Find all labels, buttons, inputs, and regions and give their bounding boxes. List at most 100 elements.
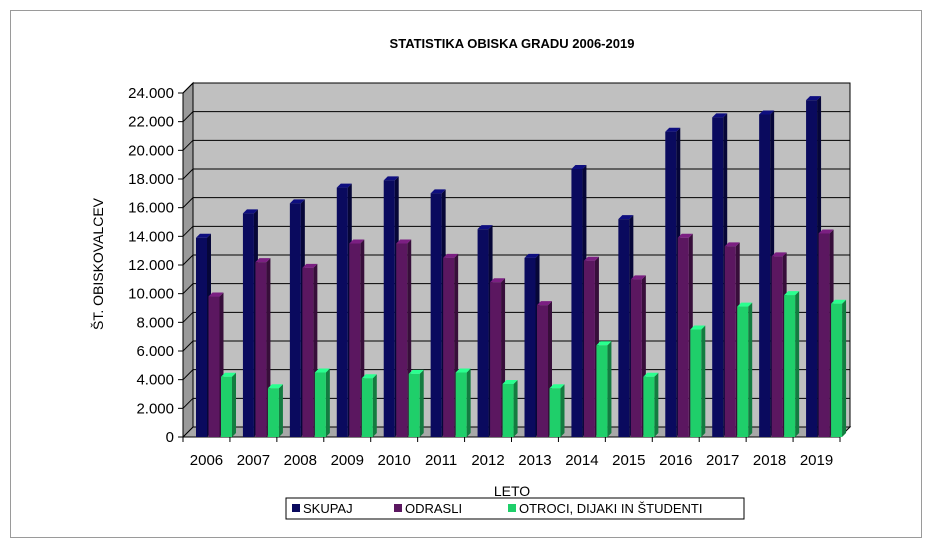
bar-side xyxy=(278,384,283,437)
bar-top xyxy=(583,256,599,261)
bar-top xyxy=(771,252,787,257)
gridline xyxy=(182,82,850,94)
bar-front xyxy=(690,329,702,437)
bar xyxy=(408,369,424,437)
x-tick-label: 2007 xyxy=(237,452,270,469)
x-tick-label: 2011 xyxy=(425,452,457,469)
bar-front xyxy=(408,373,420,437)
legend: SKUPAJ ODRASLI OTROCI, DIJAKI IN ŠTUDENTI xyxy=(285,497,745,520)
x-tick-label: 2015 xyxy=(612,452,645,469)
bar-front xyxy=(630,279,642,437)
gridline xyxy=(182,197,850,209)
y-tick-label: 4.000 xyxy=(136,372,174,389)
bar-top xyxy=(759,110,775,115)
bar-front xyxy=(430,193,442,437)
bar-front xyxy=(302,267,314,437)
bar-front xyxy=(643,376,655,437)
bar xyxy=(361,374,377,437)
bar-front xyxy=(361,378,373,437)
x-tick-label: 2010 xyxy=(377,452,410,469)
bar-front xyxy=(712,117,724,437)
bar xyxy=(267,384,283,437)
bar-side xyxy=(795,291,800,437)
bar-top xyxy=(242,209,258,214)
bar-front xyxy=(665,131,677,437)
bar-front xyxy=(818,233,830,437)
bar-top xyxy=(618,215,634,220)
y-axis-ticks: 0 2.000 4.000 6.000 8.000 10.000 12.000 14.000 1… xyxy=(128,85,183,446)
legend-swatch xyxy=(292,504,300,512)
bar-top xyxy=(455,368,471,373)
bar xyxy=(784,291,800,437)
y-tick-label: 12.000 xyxy=(128,257,174,274)
bar-side xyxy=(607,341,612,437)
bar-top xyxy=(255,258,271,263)
bar-top xyxy=(643,372,659,377)
bar-top xyxy=(784,291,800,296)
bar-top xyxy=(596,341,612,346)
bar-top xyxy=(477,225,493,230)
bar xyxy=(502,379,518,437)
bar-top xyxy=(336,183,352,188)
bar-front xyxy=(477,229,489,437)
bar-top xyxy=(537,301,552,306)
bar-front xyxy=(336,187,348,437)
bar xyxy=(221,372,236,437)
bar-side xyxy=(419,369,424,437)
bar-top xyxy=(806,96,822,101)
bar xyxy=(831,299,847,437)
bar-top xyxy=(818,229,834,234)
bar xyxy=(643,372,659,437)
bar xyxy=(596,341,612,437)
bar-top xyxy=(549,384,565,389)
bar-top xyxy=(712,113,728,118)
x-tick-label: 2013 xyxy=(518,452,551,469)
y-tick-label: 6.000 xyxy=(136,343,174,360)
y-tick-label: 10.000 xyxy=(128,286,174,303)
legend-swatch xyxy=(394,504,402,512)
bar-top xyxy=(630,275,646,280)
x-tick-label: 2006 xyxy=(190,452,223,469)
bar-top xyxy=(302,263,318,268)
bar-side xyxy=(748,302,753,437)
bar-top xyxy=(665,127,681,132)
bar-top xyxy=(267,384,283,389)
bar-top xyxy=(724,242,740,247)
bar-top xyxy=(361,374,377,379)
bar-top xyxy=(737,302,753,307)
legend-label: SKUPAJ xyxy=(303,501,353,516)
y-tick-label: 0 xyxy=(166,429,174,446)
bar-front xyxy=(537,305,548,437)
bar-top xyxy=(208,292,224,297)
bar-front xyxy=(255,262,267,437)
x-tick-label: 2008 xyxy=(284,452,317,469)
bar-side xyxy=(513,379,518,437)
bar-front xyxy=(267,388,279,437)
bar-top xyxy=(430,189,446,194)
bar-front xyxy=(289,203,301,437)
bar-front xyxy=(196,237,207,437)
x-tick-label: 2014 xyxy=(565,452,598,469)
bar-front xyxy=(455,372,467,437)
bar-front xyxy=(242,213,254,437)
bar-front xyxy=(549,388,561,437)
bar xyxy=(455,368,471,437)
y-tick-label: 8.000 xyxy=(136,314,174,331)
x-tick-label: 2009 xyxy=(331,452,364,469)
x-tick-label: 2017 xyxy=(706,452,739,469)
bar-top xyxy=(289,199,305,204)
x-tick-label: 2012 xyxy=(471,452,504,469)
bar-front xyxy=(349,243,361,437)
y-tick-label: 22.000 xyxy=(128,114,174,131)
bar-front xyxy=(618,219,630,437)
gridline xyxy=(182,168,850,180)
x-tick-label: 2016 xyxy=(659,452,692,469)
x-tick-label: 2018 xyxy=(753,452,786,469)
bar-top xyxy=(502,379,518,384)
bar-top xyxy=(690,325,706,330)
bar xyxy=(314,368,330,437)
y-tick-label: 16.000 xyxy=(128,200,174,217)
x-axis-label: LETO xyxy=(494,483,530,499)
bar-front xyxy=(314,372,326,437)
